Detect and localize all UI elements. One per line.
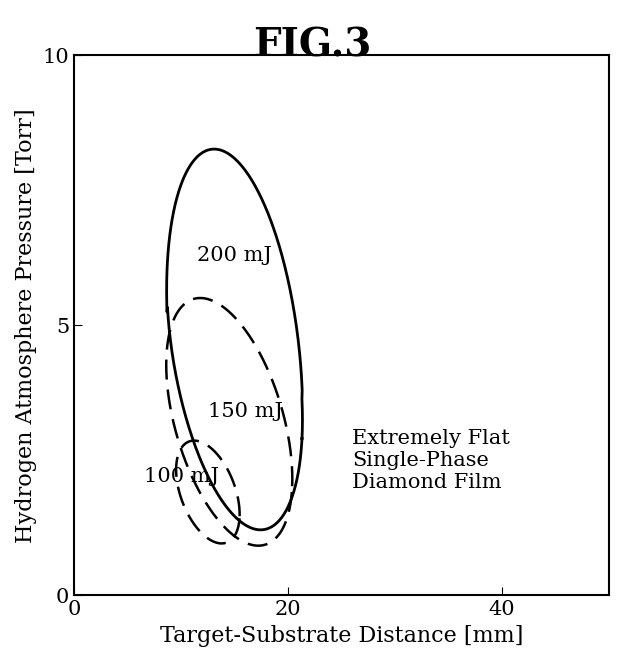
Text: 200 mJ: 200 mJ	[197, 245, 272, 264]
Text: FIG.3: FIG.3	[253, 26, 371, 64]
Text: 100 mJ: 100 mJ	[144, 467, 218, 485]
Y-axis label: Hydrogen Atmosphere Pressure [Torr]: Hydrogen Atmosphere Pressure [Torr]	[15, 108, 37, 542]
Text: Extremely Flat
Single-Phase
Diamond Film: Extremely Flat Single-Phase Diamond Film	[353, 428, 510, 491]
Text: 150 mJ: 150 mJ	[208, 402, 283, 421]
X-axis label: Target-Substrate Distance [mm]: Target-Substrate Distance [mm]	[160, 624, 524, 646]
